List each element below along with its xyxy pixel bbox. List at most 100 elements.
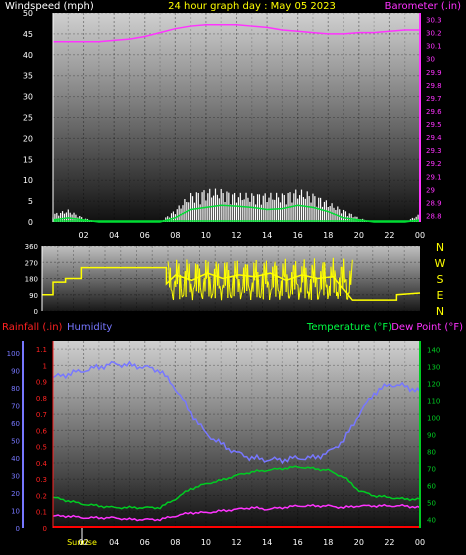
- temperature-tick-label: 40: [427, 517, 436, 525]
- humidity-tick-label: 20: [11, 490, 20, 498]
- wind-direction-swing: [190, 283, 193, 292]
- time-tick-label: 22: [384, 231, 394, 240]
- time-tick-label: 16: [293, 538, 303, 547]
- barometer-tick-label: 28.8: [426, 212, 442, 220]
- wind-direction-swing: [335, 277, 338, 296]
- wind-direction-swing: [241, 286, 244, 292]
- temperature-line: [52, 465, 421, 510]
- compass-label: N: [436, 241, 444, 254]
- wind-direction-swing: [306, 279, 308, 294]
- compass-label: N: [436, 305, 444, 318]
- humidity-tick-label: 90: [11, 368, 20, 376]
- wind-direction-swing: [268, 285, 271, 301]
- panel3-time-ticks: 02 04 06 08 10 12 14 16 18 20 22 00: [78, 538, 425, 547]
- wind-direction-swing: [209, 276, 212, 287]
- direction-tick-label: 90: [29, 292, 38, 300]
- wind-direction-swing: [239, 285, 241, 300]
- humidity-ticks: 0 10 20 30 40 50 60 70 80 90 100: [7, 350, 20, 533]
- wind-direction-swing: [247, 264, 249, 286]
- wind-direction-swing: [186, 259, 189, 273]
- wind-direction-swing: [345, 279, 348, 300]
- windspeed-tick-label: 30: [23, 93, 33, 102]
- wind-direction-swing: [318, 290, 321, 294]
- wind-direction-swing: [180, 274, 182, 289]
- wind-direction-swing: [210, 286, 212, 299]
- direction-tick-label: 180: [25, 276, 38, 284]
- wind-direction-swing: [219, 285, 222, 291]
- humidity-axis-title: Humidity: [67, 322, 112, 333]
- wind-direction-swing: [199, 287, 202, 293]
- time-tick-label: 04: [109, 538, 119, 547]
- time-tick-label: 08: [170, 231, 180, 240]
- wind-direction-swing: [169, 267, 172, 290]
- compass-label: W: [435, 257, 446, 270]
- humidity-tick-label: 70: [11, 403, 20, 411]
- wind-direction-swing: [192, 287, 195, 290]
- rainfall-tick-label: 0.2: [36, 492, 47, 500]
- humidity-line: [52, 360, 421, 465]
- temperature-tick-label: 90: [427, 432, 436, 440]
- wind-direction-swing: [333, 270, 336, 293]
- wind-direction-swing: [170, 289, 173, 291]
- wind-direction-swing: [260, 287, 263, 297]
- wind-direction-swing: [205, 260, 208, 279]
- wind-direction-swing: [339, 266, 342, 296]
- wind-direction-swing: [262, 262, 265, 300]
- humidity-tick-label: 80: [11, 385, 20, 393]
- time-tick-label: 06: [140, 538, 150, 547]
- rainfall-tick-label: 0.9: [36, 379, 47, 387]
- wind-direction-swing: [350, 272, 352, 285]
- direction-tick-label: 360: [25, 243, 38, 251]
- rainfall-tick-label: 0: [43, 525, 47, 533]
- panel1-time-ticks: 02 04 06 08 10 12 14 16 18 20 22 00: [78, 231, 425, 240]
- temperature-ticks: 40 50 60 70 80 90 100 110 120 130 140: [427, 347, 440, 525]
- rainfall-tick-label: 0.1: [36, 509, 47, 517]
- windspeed-ticks: 0 5 10 15 20 25 30 35 40 45 50: [23, 9, 33, 227]
- wind-direction-swing: [193, 284, 196, 288]
- wind-direction-swing: [188, 263, 191, 293]
- time-tick-label: 12: [231, 231, 241, 240]
- time-tick-label: 12: [231, 538, 241, 547]
- temperature-axis-title: Temperature (°F): [306, 322, 392, 333]
- panel3-background: [53, 341, 420, 528]
- wind-direction-swing: [317, 298, 319, 300]
- wind-direction-swing: [269, 295, 271, 301]
- wind-direction-swing: [238, 278, 241, 286]
- wind-direction-swing: [324, 262, 326, 280]
- compass-label: E: [437, 289, 444, 302]
- barometer-ticks: 28.8 28.9 29 29.1 29.2 29.3 29.4 29.5 29.6 29.7 29…: [426, 17, 442, 221]
- windspeed-tick-label: 45: [23, 30, 33, 39]
- rainfall-tick-label: 1: [43, 362, 47, 370]
- wind-direction-swing: [295, 261, 297, 284]
- wind-direction-swing: [314, 277, 317, 288]
- panel3-grid: [53, 341, 420, 529]
- humidity-tick-label: 40: [11, 455, 20, 463]
- temperature-tick-label: 120: [427, 381, 440, 389]
- barometer-axis-title: Barometer (.in): [385, 1, 461, 12]
- time-tick-label: 16: [293, 231, 303, 240]
- wind-direction-swing: [231, 285, 234, 298]
- temperature-tick-label: 70: [427, 466, 436, 474]
- temperature-tick-label: 100: [427, 415, 440, 423]
- windspeed-tick-label: 20: [23, 134, 33, 143]
- barometer-line: [53, 24, 420, 43]
- wind-direction-swing: [259, 296, 262, 299]
- time-tick-label: 10: [201, 231, 211, 240]
- wind-direction-swing: [267, 281, 270, 286]
- wind-direction-swing: [276, 281, 279, 291]
- time-tick-label: 14: [262, 231, 272, 240]
- wind-direction-swing: [343, 258, 345, 283]
- wind-direction-swing: [234, 261, 237, 274]
- wind-direction-swing: [308, 290, 311, 300]
- wind-direction-swing: [321, 268, 323, 290]
- wind-direction-swing: [212, 283, 215, 294]
- time-tick-label: 02: [78, 231, 88, 240]
- wind-direction-swing: [240, 291, 243, 296]
- temperature-tick-label: 110: [427, 398, 440, 406]
- humidity-tick-label: 30: [11, 473, 20, 481]
- windspeed-axis-title: Windspeed (mph): [5, 1, 94, 12]
- windspeed-tick-label: 0: [28, 218, 33, 227]
- wind-direction-swing: [327, 295, 330, 300]
- dewpoint-axis-title: Dew Point (°F): [391, 322, 463, 333]
